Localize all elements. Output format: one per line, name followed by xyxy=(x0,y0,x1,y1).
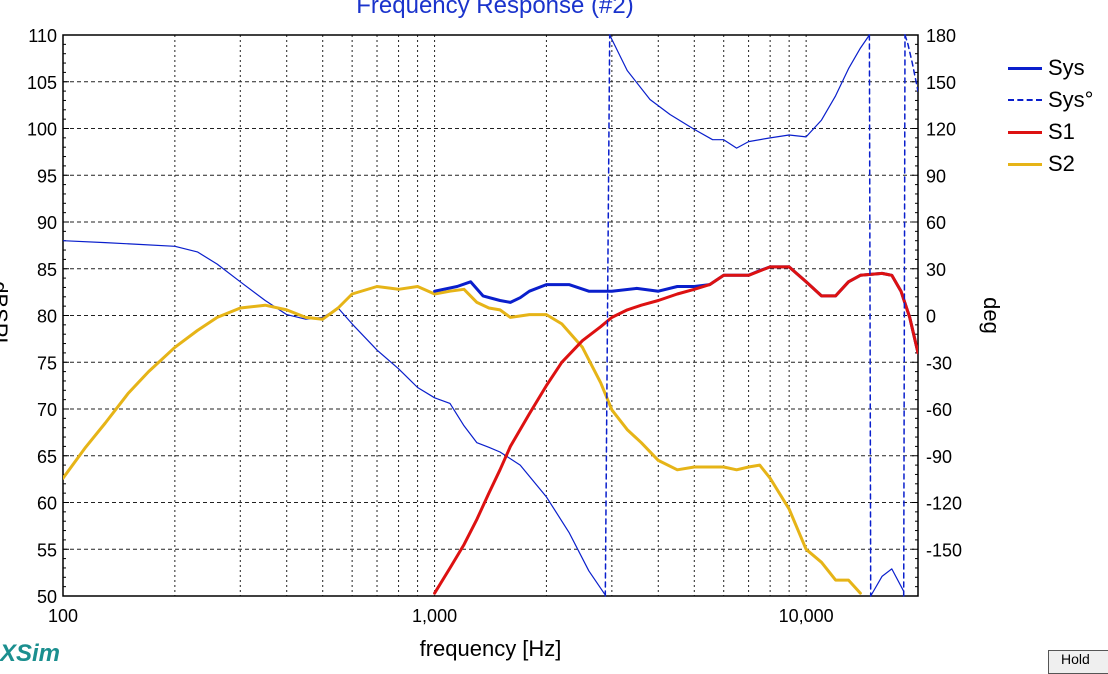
legend-item-s2: S2 xyxy=(1008,148,1093,180)
y2-tick-label: -150 xyxy=(926,540,962,560)
legend-item-s1: S1 xyxy=(1008,116,1093,148)
y2-tick-label: 60 xyxy=(926,213,946,233)
legend-item-sys: Sys xyxy=(1008,52,1093,84)
y-tick-label: 85 xyxy=(37,260,57,280)
y2-tick-label: 90 xyxy=(926,166,946,186)
y2-tick-label: -120 xyxy=(926,494,962,514)
series-phase-low-tail-plotted-as-spl-scale-line xyxy=(870,568,905,597)
y2-tick-label: 180 xyxy=(926,26,956,46)
y-tick-label: 80 xyxy=(37,307,57,327)
series-phase-upper-plotted-as-spl-scale-line xyxy=(609,34,870,149)
chart-title: Frequency Response (#2) xyxy=(356,0,634,19)
y-tick-label: 65 xyxy=(37,447,57,467)
y-tick-label: 110 xyxy=(28,26,57,46)
x-tick-label: 100 xyxy=(48,606,78,626)
y2-tick-label: 30 xyxy=(926,260,946,280)
y-tick-label: 60 xyxy=(37,494,57,514)
legend-item-sys-phase: Sys° xyxy=(1008,84,1093,116)
legend-label-s2: S2 xyxy=(1048,151,1075,176)
legend-swatch-sys-phase xyxy=(1008,99,1042,101)
series-sys-phase-line xyxy=(902,34,906,597)
series-sys-phase-line xyxy=(604,34,611,597)
y2-tick-label: -60 xyxy=(926,400,952,420)
y-tick-label: 50 xyxy=(37,587,57,607)
legend-swatch-sys xyxy=(1008,66,1042,70)
series-s1-line xyxy=(433,265,918,595)
y-tick-label: 95 xyxy=(37,166,57,186)
legend-swatch-s2 xyxy=(1008,162,1042,166)
y2-axis-label: deg xyxy=(979,297,1004,334)
legend-label-s1: S1 xyxy=(1048,119,1075,144)
y-tick-label: 55 xyxy=(37,540,57,560)
x-tick-label: 1,000 xyxy=(412,606,457,626)
hold-button[interactable]: Hold xyxy=(1048,650,1108,674)
y-tick-label: 105 xyxy=(27,73,57,93)
x-tick-label: 10,000 xyxy=(779,606,834,626)
xsim-logo: XSim xyxy=(0,640,61,667)
y-tick-label: 100 xyxy=(27,120,57,140)
x-axis-label: frequency [Hz] xyxy=(420,636,562,661)
legend-label-sys: Sys xyxy=(1048,55,1085,80)
y2-tick-label: -30 xyxy=(926,353,952,373)
y-tick-label: 90 xyxy=(37,213,57,233)
legend-label-sys-phase: Sys° xyxy=(1048,87,1094,112)
y2-tick-label: 0 xyxy=(926,307,936,327)
y-tick-label: 75 xyxy=(37,353,57,373)
y2-tick-label: 150 xyxy=(926,73,956,93)
legend-swatch-s1 xyxy=(1008,130,1042,134)
series-s2-line xyxy=(63,285,862,595)
series-sys-phase-line xyxy=(868,34,872,597)
y2-tick-label: 120 xyxy=(926,120,956,140)
series-sys-phase-line xyxy=(904,34,918,92)
legend: Sys Sys° S1 S2 xyxy=(1008,52,1093,180)
y-tick-label: 70 xyxy=(37,400,57,420)
series-phase-plotted-as-spl-scale-line xyxy=(63,240,606,596)
y-axis-label: dBSPL xyxy=(0,281,12,350)
y2-tick-label: -90 xyxy=(926,447,952,467)
